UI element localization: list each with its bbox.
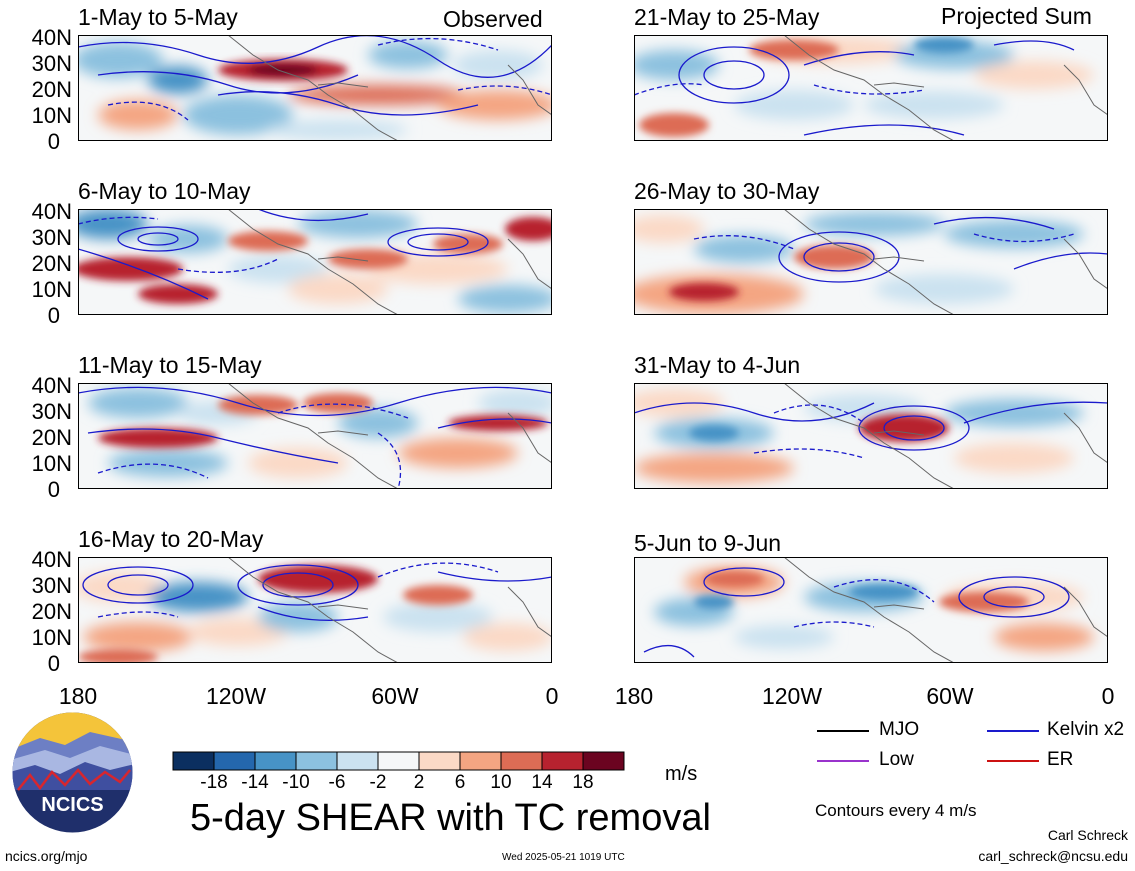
main-title: 5-day SHEAR with TC removal [190, 797, 711, 839]
panel-title-7: 31-May to 4-Jun [634, 352, 801, 378]
legend-item-mjo: MJO [815, 718, 955, 744]
svg-text:40N: 40N [32, 199, 72, 224]
colorbar-swatch [172, 751, 215, 771]
projected-label: Projected Sum [941, 3, 1092, 29]
colorbar-tick-label: -2 [370, 772, 387, 793]
svg-text:10N: 10N [32, 451, 72, 476]
legend-line-low [817, 760, 869, 762]
colorbar-tick-label: -10 [282, 772, 309, 793]
svg-text:40N: 40N [32, 373, 72, 398]
colorbar-swatch [418, 751, 461, 771]
map-panel-6 [634, 209, 1108, 315]
colorbar-swatch [582, 751, 625, 771]
legend-label-low: Low [879, 749, 914, 770]
colorbar-labels: -18 -14 -10 -6 -2 2 6 10 14 18 [200, 772, 593, 793]
map-panel-7 [634, 383, 1108, 489]
lat-tick-30n: 30N [32, 51, 72, 76]
colorbar-swatches [172, 751, 625, 771]
panel-title-4: 16-May to 20-May [78, 526, 264, 552]
legend-label-kelvin: Kelvin x2 [1047, 719, 1125, 740]
legend-item-low: Low [815, 748, 955, 774]
legend-item-kelvin: Kelvin x2 [987, 718, 1135, 744]
svg-text:40N: 40N [32, 547, 72, 572]
svg-text:0: 0 [48, 477, 60, 502]
lat-axis-2: 40N 30N 20N 10N 0 [32, 199, 72, 328]
colorbar-tick-label: 14 [531, 772, 553, 793]
colorbar-swatch [295, 751, 338, 771]
panel-title-1: 1-May to 5-May [78, 4, 238, 30]
colorbar-tick-label: -14 [241, 772, 269, 793]
ncics-logo: NCICS [12, 712, 133, 833]
observed-label: Observed [443, 6, 543, 32]
footer-email[interactable]: carl_schreck@ncsu.edu [978, 848, 1128, 864]
svg-text:20N: 20N [32, 251, 72, 276]
svg-text:10N: 10N [32, 625, 72, 650]
panel-title-6: 26-May to 30-May [634, 178, 820, 204]
lon-tick-60w-left: 60W [371, 683, 419, 709]
panel-title-2: 6-May to 10-May [78, 178, 251, 204]
legend-line-kelvin [987, 730, 1039, 732]
lat-axis-4: 40N 30N 20N 10N 0 [32, 547, 72, 676]
contour-note: Contours every 4 m/s [815, 801, 977, 820]
colorbar-swatch [377, 751, 420, 771]
lat-axis-3: 40N 30N 20N 10N 0 [32, 373, 72, 502]
lat-axis-1: 40N 30N 20N 10N 0 [32, 25, 72, 154]
colorbar: -18 -14 -10 -6 -2 2 6 10 14 18 [172, 751, 625, 793]
legend-item-er: ER [987, 748, 1135, 774]
svg-text:20N: 20N [32, 599, 72, 624]
legend-line-er [987, 760, 1039, 762]
svg-text:10N: 10N [32, 277, 72, 302]
legend: MJO Kelvin x2 Low ER [815, 718, 1135, 778]
colorbar-swatch [213, 751, 256, 771]
svg-text:0: 0 [48, 651, 60, 676]
colorbar-swatch [336, 751, 379, 771]
colorbar-tick-label: 2 [414, 772, 425, 793]
logo-text: NCICS [41, 794, 103, 816]
lat-tick-10n: 10N [32, 103, 72, 128]
colorbar-tick-label: -18 [200, 772, 227, 793]
colorbar-units: m/s [665, 763, 698, 785]
map-panel-2: 40N 30N 20N 10N 0 [32, 199, 552, 328]
colorbar-tick-label: 10 [490, 772, 511, 793]
map-panel-5 [634, 35, 1108, 141]
footer-url[interactable]: ncics.org/mjo [5, 848, 88, 864]
footer-author: Carl Schreck [1047, 827, 1128, 843]
legend-label-mjo: MJO [879, 719, 920, 740]
svg-text:30N: 30N [32, 399, 72, 424]
colorbar-tick-label: 6 [455, 772, 466, 793]
panel-title-8: 5-Jun to 9-Jun [634, 530, 782, 556]
svg-text:30N: 30N [32, 573, 72, 598]
lon-tick-120w-left: 120W [205, 683, 267, 709]
lat-tick-0: 0 [48, 129, 60, 154]
footer-timestamp: Wed 2025-05-21 1019 UTC [502, 852, 625, 863]
map-panel-4: 40N 30N 20N 10N 0 [32, 547, 552, 676]
colorbar-swatch [254, 751, 297, 771]
map-panel-8 [634, 557, 1108, 663]
panel-title-3: 11-May to 15-May [78, 352, 262, 378]
map-panel-1: 40N 30N 20N 10N 0 [32, 25, 552, 154]
lon-tick-0-right: 0 [1101, 683, 1115, 709]
lon-tick-120w-right: 120W [761, 683, 823, 709]
svg-text:20N: 20N [32, 425, 72, 450]
lat-tick-40n: 40N [32, 25, 72, 50]
legend-label-er: ER [1047, 749, 1074, 770]
svg-text:30N: 30N [32, 225, 72, 250]
svg-text:0: 0 [48, 303, 60, 328]
map-panel-3: 40N 30N 20N 10N 0 [32, 373, 552, 502]
colorbar-swatch [541, 751, 584, 771]
colorbar-swatch [459, 751, 502, 771]
lon-tick-180-right: 180 [614, 683, 654, 709]
lon-tick-180-left: 180 [58, 683, 98, 709]
colorbar-swatch [500, 751, 543, 771]
lon-tick-60w-right: 60W [926, 683, 974, 709]
lon-tick-0-left: 0 [545, 683, 559, 709]
lat-tick-20n: 20N [32, 77, 72, 102]
colorbar-tick-label: 18 [572, 772, 593, 793]
panel-title-5: 21-May to 25-May [634, 4, 820, 30]
colorbar-tick-label: -6 [329, 772, 346, 793]
legend-line-mjo [817, 730, 869, 732]
